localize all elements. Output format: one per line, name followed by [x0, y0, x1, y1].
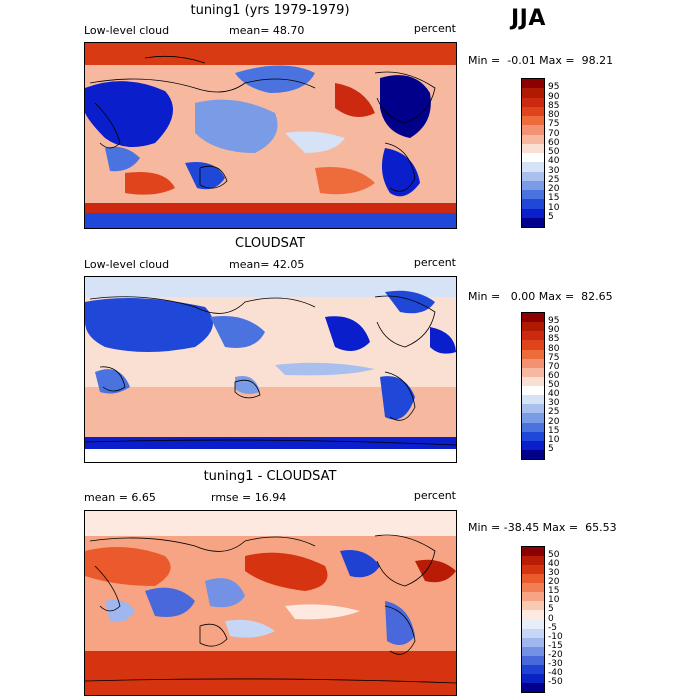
colorbar-tick: 20 [548, 184, 560, 194]
panel-title-obs: CLOUDSAT [235, 236, 305, 251]
units-label-model: percent [413, 22, 456, 35]
colorbar-tick: 0 [548, 613, 554, 624]
colorbar-tick: 75 [548, 119, 560, 130]
colorbar-tick: 10 [548, 595, 560, 606]
colorbar-tick: 90 [548, 325, 560, 336]
mean-label-obs: mean= 42.05 [229, 258, 305, 271]
colorbar-tick: 25 [548, 407, 560, 418]
colorbar-tick: 20 [548, 416, 560, 427]
colorbar-tick: 95 [548, 82, 560, 93]
colorbar-tick: 60 [548, 137, 560, 148]
colorbar-tick: 75 [548, 352, 560, 363]
mean-label-model: mean= 48.70 [229, 24, 305, 37]
colorbar-tick: 80 [548, 343, 560, 354]
colorbar-tick: 5 [548, 604, 554, 615]
colorbar-tick: -30 [548, 658, 563, 669]
colorbar-tick: 30 [548, 165, 560, 176]
colorbar-tick: -10 [548, 631, 563, 642]
map-diff-plot [85, 511, 456, 695]
colorbar-tick: 5 [548, 211, 554, 222]
colorbar-tick: 50 [548, 147, 560, 157]
colorbar-tick: 20 [548, 577, 560, 588]
colorbar-tick: 5 [548, 443, 554, 454]
field-label-model: Low-level cloud [84, 24, 170, 37]
map-model [84, 42, 457, 229]
colorbar-tick: 80 [548, 110, 560, 120]
colorbar-tick: 40 [548, 559, 560, 570]
colorbar-tick: 70 [548, 128, 560, 139]
colorbar-tick: 40 [548, 389, 560, 400]
colorbar-tick: 85 [548, 334, 560, 345]
colorbar-tick: 10 [548, 202, 560, 213]
minmax-label-obs: Min = 0.00 Max = 82.65 [468, 290, 613, 303]
colorbar-tick: 85 [548, 100, 560, 111]
colorbar-tick: 40 [548, 156, 560, 167]
minmax-label-model: Min = -0.01 Max = 98.21 [468, 54, 614, 67]
map-diff [84, 510, 457, 696]
mean-label-diff: mean = 6.65 [84, 491, 156, 504]
colorbar-tick: 15 [548, 586, 560, 597]
colorbar-tick: -50 [548, 676, 563, 687]
colorbar-tick: 30 [548, 568, 560, 579]
map-obs [84, 276, 457, 463]
units-label-diff: percent [413, 489, 456, 502]
colorbar-tick: -40 [548, 667, 563, 678]
colorbar-model [521, 78, 545, 228]
minmax-label-diff: Min = -38.45 Max = 65.53 [468, 521, 617, 534]
colorbar-tick: 10 [548, 434, 560, 445]
colorbar-tick: 60 [548, 370, 560, 381]
rmse-label-diff: rmse = 16.94 [211, 491, 287, 504]
colorbar-tick: 70 [548, 361, 560, 372]
colorbar-tick: 25 [548, 174, 560, 185]
map-obs-plot [85, 277, 456, 462]
colorbar-tick: -5 [548, 622, 557, 633]
map-model-plot [85, 43, 456, 228]
panel-title-diff: tuning1 - CLOUDSAT [203, 469, 337, 484]
colorbar-diff [521, 546, 545, 693]
colorbar-tick: 50 [548, 550, 560, 561]
colorbar-tick: 15 [548, 425, 560, 436]
colorbar-tick: 95 [548, 316, 560, 327]
colorbar-tick: 15 [548, 193, 560, 204]
colorbar-tick: 90 [548, 91, 560, 102]
colorbar-tick: -15 [548, 640, 563, 651]
panel-title-model: tuning1 (yrs 1979-1979) [190, 3, 350, 18]
field-label-obs: Low-level cloud [84, 258, 170, 271]
colorbar-obs [521, 312, 545, 460]
colorbar-tick: 30 [548, 398, 560, 409]
units-label-obs: percent [413, 256, 456, 269]
colorbar-tick: -20 [548, 649, 563, 660]
season-label: JJA [511, 6, 546, 31]
colorbar-tick: 50 [548, 380, 560, 390]
